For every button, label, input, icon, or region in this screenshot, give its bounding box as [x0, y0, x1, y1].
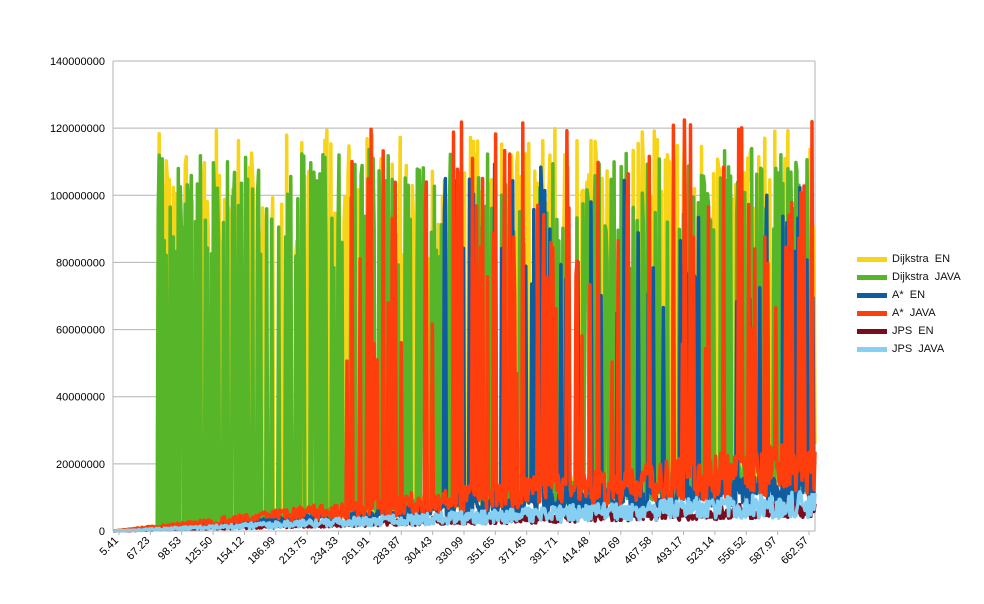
series-line-5	[112, 490, 817, 533]
x-tick-label: 283.87	[371, 535, 403, 567]
legend-label: JPS JAVA	[892, 343, 945, 355]
x-tick-label: 67.23	[125, 535, 153, 563]
x-tick-label: 261.91	[340, 535, 372, 567]
x-tick-label: 304.43	[402, 535, 434, 567]
x-tick-label: 98.53	[156, 535, 184, 563]
x-tick-label: 467.58	[622, 535, 654, 567]
y-tick-label: 40000000	[56, 392, 105, 404]
y-tick-label: 0	[99, 526, 105, 538]
x-tick-label: 154.12	[214, 535, 246, 567]
legend-swatch	[857, 310, 887, 316]
x-tick-label: 493.17	[653, 535, 685, 567]
x-tick-label: 391.71	[528, 535, 560, 567]
x-tick-label: 414.48	[559, 535, 591, 567]
legend-swatch	[857, 346, 887, 352]
x-tick-label: 371.45	[497, 535, 529, 567]
y-tick-label: 60000000	[56, 325, 105, 337]
legend-item: Dijkstra EN	[857, 250, 961, 268]
x-tick-label: 213.75	[277, 535, 309, 567]
x-tick-label: 125.50	[183, 535, 215, 567]
y-tick-label: 100000000	[50, 190, 105, 202]
y-tick-label: 80000000	[56, 257, 105, 269]
legend-label: A* JAVA	[892, 307, 936, 319]
x-tick-label: 351.65	[465, 535, 497, 567]
x-tick-label: 556.52	[716, 535, 748, 567]
plot-series	[112, 118, 817, 533]
legend-item: A* EN	[857, 286, 961, 304]
x-tick-label: 234.33	[308, 535, 340, 567]
legend-swatch	[857, 292, 887, 298]
x-tick-label: 523.14	[685, 535, 717, 567]
series-line-3	[112, 118, 817, 533]
legend-swatch	[857, 256, 887, 262]
x-tick-label: 330.99	[434, 535, 466, 567]
legend-label: Dijkstra JAVA	[892, 271, 961, 283]
legend-item: JPS EN	[857, 322, 961, 340]
y-tick-label: 140000000	[50, 56, 105, 68]
x-tick-label: 5.41	[97, 535, 121, 559]
legend-label: A* EN	[892, 289, 926, 301]
y-tick-label: 20000000	[56, 459, 105, 471]
legend-swatch	[857, 274, 887, 280]
y-tick-label: 120000000	[50, 123, 105, 135]
legend-item: Dijkstra JAVA	[857, 268, 961, 286]
legend-item: JPS JAVA	[857, 340, 961, 358]
x-tick-label: 186.99	[246, 535, 278, 567]
x-tick-label: 587.97	[747, 535, 779, 567]
legend-item: A* JAVA	[857, 304, 961, 322]
legend-label: Dijkstra EN	[892, 253, 951, 265]
x-tick-label: 442.69	[591, 535, 623, 567]
legend-label: JPS EN	[892, 325, 934, 337]
legend-swatch	[857, 328, 887, 334]
chart-legend: Dijkstra EN Dijkstra JAVA A* EN A* JAVA JPS …	[857, 250, 961, 358]
x-tick-label: 662.57	[779, 535, 811, 567]
